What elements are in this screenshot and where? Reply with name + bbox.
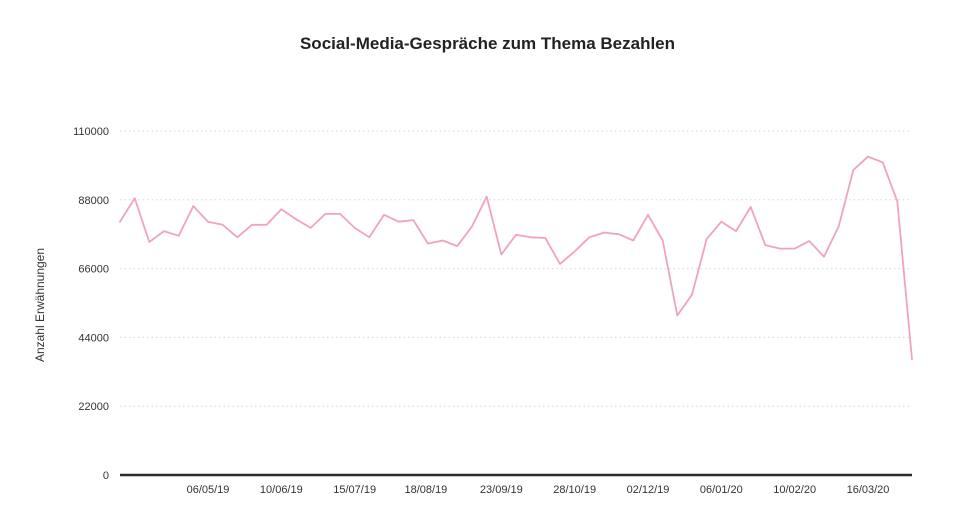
- chart-title: Social-Media-Gespräche zum Thema Bezahle…: [299, 34, 676, 53]
- y-tick-label: 110000: [73, 126, 109, 138]
- y-tick-label: 66000: [78, 264, 109, 276]
- y-tick-label: 0: [103, 470, 109, 482]
- series-layer: [119, 155, 913, 361]
- x-tick-label: 10/06/19: [260, 484, 303, 496]
- x-tick-label: 15/07/19: [333, 484, 376, 496]
- x-tick-label: 23/09/19: [480, 484, 523, 496]
- y-tick-label: 22000: [78, 401, 109, 413]
- y-tick-label: 44000: [78, 332, 109, 344]
- x-tick-label: 16/03/20: [847, 484, 890, 496]
- x-tick-label: 06/01/20: [700, 484, 743, 496]
- x-tick-label: 10/02/20: [773, 484, 816, 496]
- y-axis-ticks: 0 22000 44000 66000 88000 110000: [73, 126, 109, 482]
- x-axis-ticks: 06/05/19 10/06/19 15/07/19 18/08/19 23/09/19…: [187, 484, 890, 496]
- grid-lines: [120, 130, 912, 407]
- y-tick-label: 88000: [78, 195, 109, 207]
- x-tick-label: 02/12/19: [627, 484, 670, 496]
- x-tick-label: 06/05/19: [187, 484, 230, 496]
- series-line: [119, 155, 913, 361]
- x-tick-label: 18/08/19: [404, 484, 447, 496]
- x-tick-label: 28/10/19: [553, 484, 596, 496]
